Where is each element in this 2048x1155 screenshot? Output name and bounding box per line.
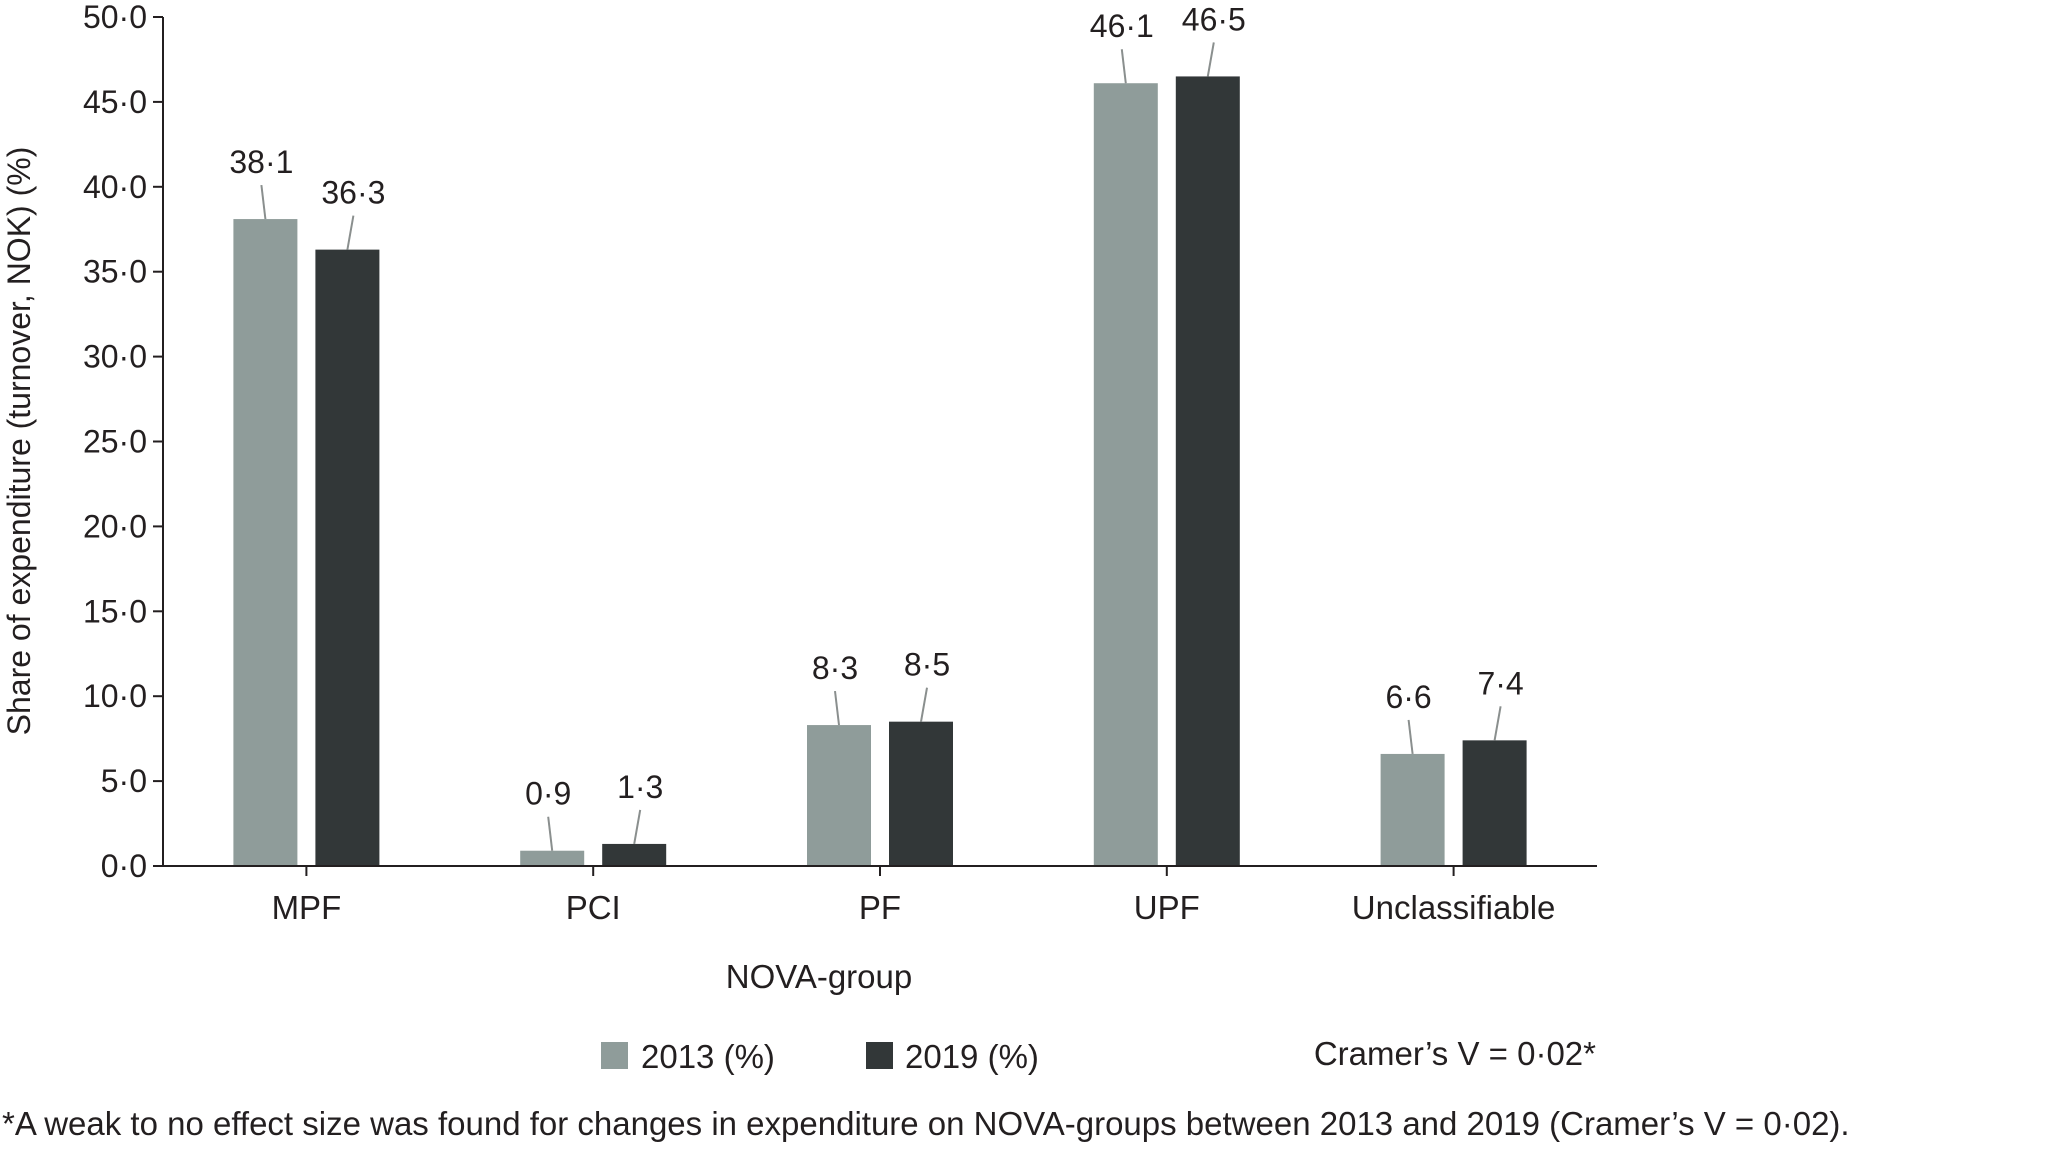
bar bbox=[233, 219, 298, 866]
bar bbox=[315, 249, 380, 867]
y-tick-label: 15·0 bbox=[83, 593, 147, 629]
x-tick-label: MPF bbox=[272, 889, 342, 926]
data-label: 46·1 bbox=[1090, 8, 1154, 44]
legend: 2013 (%) 2019 (%) bbox=[601, 1038, 1039, 1075]
y-ticks-layer: 0·0 5·0 10·0 15·0 20·0 25·0 30·0 35·0 40·0 45·0 50… bbox=[83, 0, 163, 884]
x-tick-label: PF bbox=[859, 889, 901, 926]
x-tick-label: UPF bbox=[1134, 889, 1200, 926]
bar bbox=[807, 725, 871, 866]
x-tick-label: Unclassifiable bbox=[1352, 889, 1556, 926]
y-tick-label: 50·0 bbox=[83, 0, 147, 35]
y-axis-label: Share of expenditure (turnover, NOK) (%) bbox=[1, 147, 37, 736]
leader-line bbox=[346, 215, 355, 250]
data-label: 36·3 bbox=[321, 175, 385, 211]
y-tick-label: 45·0 bbox=[83, 84, 147, 120]
leader-line bbox=[547, 816, 554, 851]
bar bbox=[602, 843, 667, 866]
y-tick-label: 30·0 bbox=[83, 339, 147, 375]
y-tick-label: 5·0 bbox=[101, 763, 147, 799]
bars-layer bbox=[233, 76, 1527, 867]
leader-line bbox=[260, 184, 267, 220]
data-label: 46·5 bbox=[1182, 1, 1246, 37]
legend-label-2019: 2019 (%) bbox=[905, 1038, 1039, 1075]
y-tick-label: 40·0 bbox=[83, 169, 147, 205]
y-tick-label: 10·0 bbox=[83, 678, 147, 714]
leader-line bbox=[834, 690, 840, 726]
leader-line bbox=[1206, 42, 1215, 77]
bar-chart: 38·1 0·9 8·3 46·1 6·6 36·3 1·3 8·5 46·5 7·4 0·0 5·… bbox=[1, 0, 1597, 1075]
y-tick-label: 35·0 bbox=[83, 254, 147, 290]
data-label: 7·4 bbox=[1477, 665, 1523, 701]
y-tick-label: 25·0 bbox=[83, 424, 147, 460]
leader-line bbox=[920, 687, 928, 722]
data-label: 0·9 bbox=[525, 776, 571, 812]
data-labels-layer: 38·1 0·9 8·3 46·1 6·6 36·3 1·3 8·5 46·5 7·4 bbox=[229, 1, 1523, 811]
leader-line bbox=[1407, 719, 1414, 755]
leader-line bbox=[633, 809, 642, 845]
leader-line bbox=[1120, 49, 1127, 84]
bar bbox=[889, 721, 953, 866]
leader-lines-layer bbox=[260, 42, 1502, 851]
x-ticks-layer: MPF PCI PF UPF Unclassifiable bbox=[272, 866, 1556, 926]
data-label: 38·1 bbox=[229, 144, 293, 180]
bar bbox=[1175, 76, 1240, 867]
bar bbox=[520, 850, 585, 866]
cramers-v-annotation: Cramer’s V = 0·02* bbox=[1314, 1035, 1596, 1072]
data-label: 8·5 bbox=[904, 647, 950, 683]
data-label: 8·3 bbox=[812, 650, 858, 686]
leader-line bbox=[1493, 706, 1502, 741]
x-tick-label: PCI bbox=[566, 889, 621, 926]
bar bbox=[1380, 753, 1445, 866]
legend-swatch-2019 bbox=[866, 1042, 893, 1069]
y-tick-label: 0·0 bbox=[101, 848, 147, 884]
x-axis-label: NOVA-group bbox=[726, 958, 912, 995]
data-label: 6·6 bbox=[1385, 679, 1431, 715]
data-label: 1·3 bbox=[617, 769, 663, 805]
bar bbox=[1093, 83, 1158, 867]
footnote: *A weak to no effect size was found for … bbox=[2, 1105, 1850, 1142]
bar bbox=[1462, 740, 1527, 866]
legend-label-2013: 2013 (%) bbox=[641, 1038, 775, 1075]
legend-swatch-2013 bbox=[601, 1042, 628, 1069]
y-tick-label: 20·0 bbox=[83, 508, 147, 544]
